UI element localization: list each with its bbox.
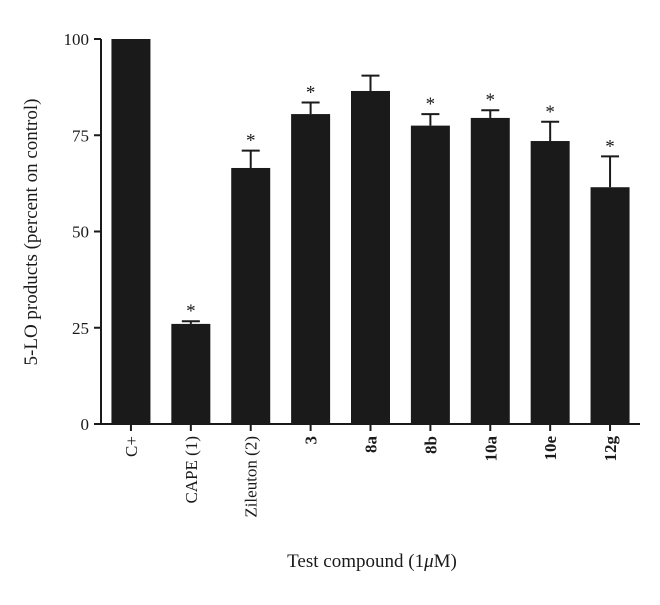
bars: * * * * * * * bbox=[111, 39, 630, 425]
x-category-label: 8b bbox=[421, 436, 440, 454]
significance-marker: * bbox=[186, 301, 196, 322]
x-category-label: Zileuton (2) bbox=[242, 436, 261, 518]
bar bbox=[530, 141, 570, 424]
y-axis-title: 5-LO products (percent on control) bbox=[21, 99, 42, 366]
significance-marker: * bbox=[605, 136, 615, 157]
y-tick-label: 75 bbox=[72, 126, 89, 145]
x-axis-title-unit: M) bbox=[434, 551, 457, 572]
bar bbox=[351, 90, 390, 424]
x-axis-title-text: Test compound (1 bbox=[287, 551, 424, 572]
x-category-label: 10e bbox=[541, 436, 560, 461]
bar bbox=[291, 114, 331, 424]
bar bbox=[231, 167, 271, 424]
bar bbox=[410, 125, 450, 424]
y-axis: 0 25 50 75 100 bbox=[64, 30, 102, 434]
bar bbox=[111, 39, 151, 424]
bar bbox=[470, 117, 510, 425]
significance-marker: * bbox=[246, 131, 256, 152]
bar bbox=[171, 323, 211, 424]
y-tick-label: 50 bbox=[72, 223, 89, 242]
x-axis: C+ CAPE (1) Zileuton (2) 3 8a 8b 10a 10e 12g bbox=[100, 423, 640, 518]
x-category-label: 8a bbox=[362, 436, 381, 454]
x-axis-title: Test compound (1μM) bbox=[287, 551, 457, 572]
significance-marker: * bbox=[545, 102, 555, 123]
x-category-label: CAPE (1) bbox=[182, 436, 201, 504]
y-tick-label: 0 bbox=[81, 415, 90, 434]
x-category-label: 3 bbox=[302, 436, 321, 445]
y-tick-label: 25 bbox=[72, 319, 89, 338]
x-category-label: C+ bbox=[122, 436, 141, 457]
x-category-label: 12g bbox=[601, 436, 620, 462]
x-category-label: 10a bbox=[481, 436, 500, 462]
y-tick-label: 100 bbox=[64, 30, 90, 49]
significance-marker: * bbox=[306, 83, 316, 104]
significance-marker: * bbox=[486, 90, 496, 111]
x-axis-title-mu: μ bbox=[423, 551, 434, 572]
significance-marker: * bbox=[426, 94, 436, 115]
bar bbox=[590, 187, 630, 424]
